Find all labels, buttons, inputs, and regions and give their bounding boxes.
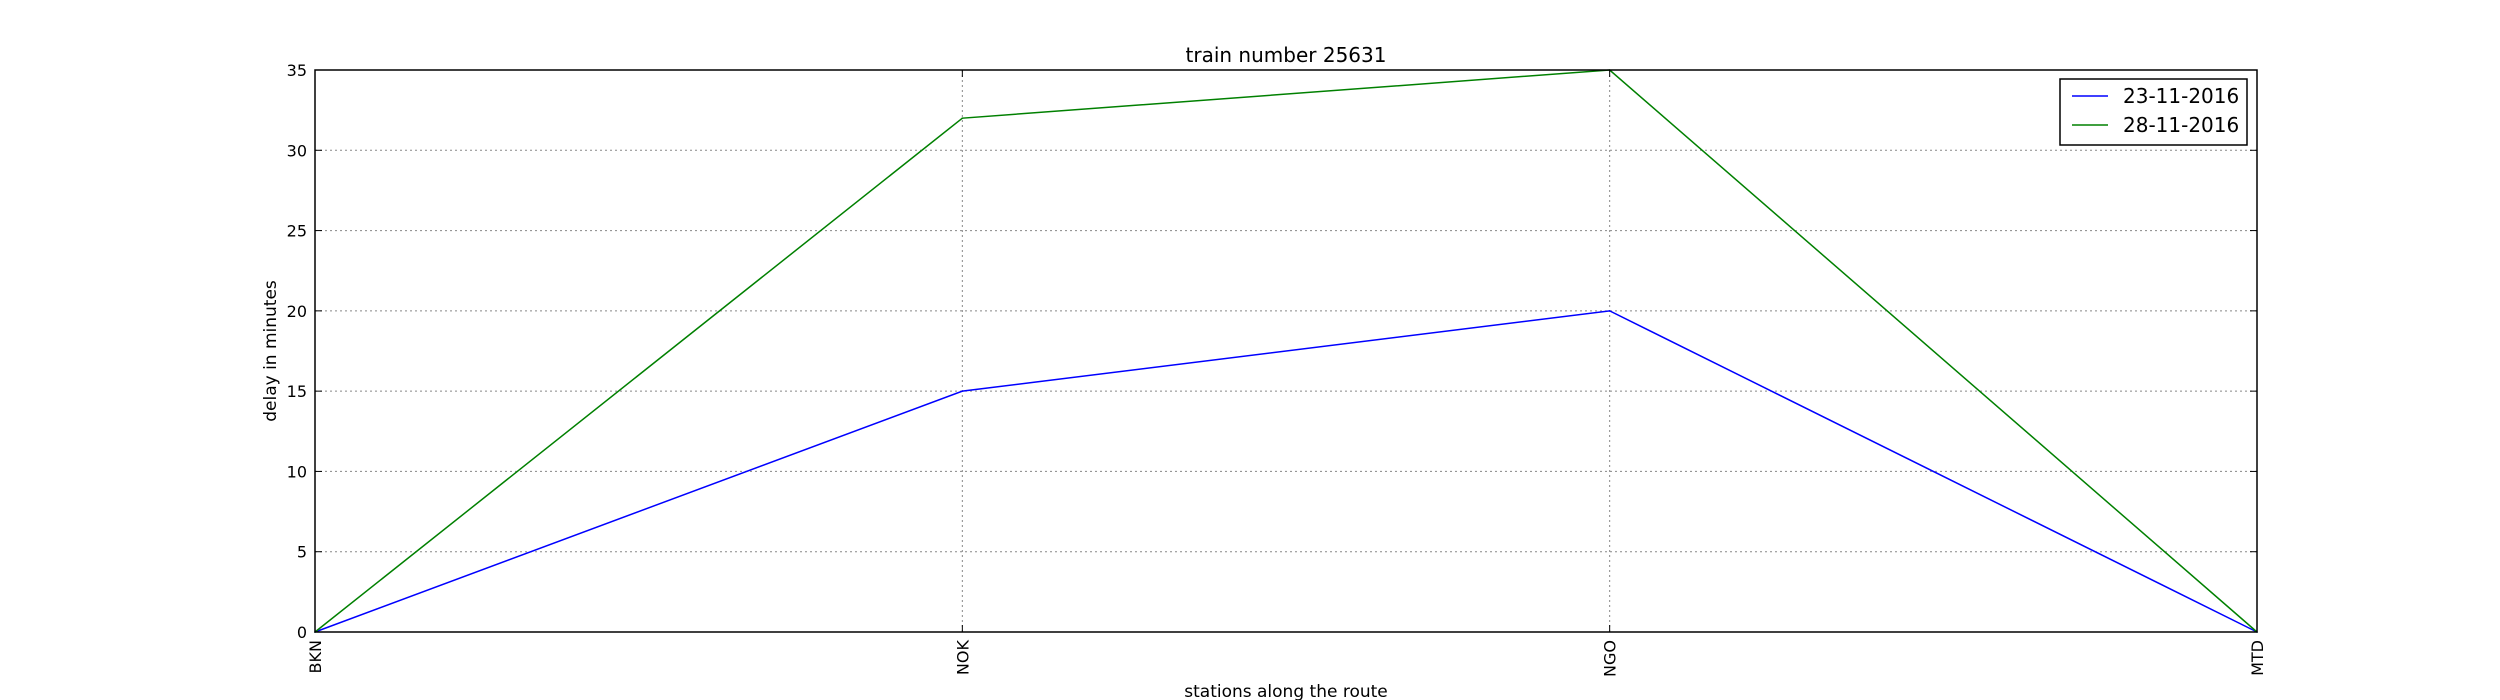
legend-label-1: 23-11-2016 [2123,84,2239,108]
x-tick-label: BKN [306,640,325,673]
y-axis: 0 5 10 15 20 25 30 35 [287,61,2257,642]
y-tick-label: 5 [297,543,307,562]
y-axis-label: delay in minutes [261,280,281,422]
series-layer [314,69,2258,633]
y-tick-label: 25 [287,222,307,241]
data-point [961,390,964,392]
legend-box [2059,78,2248,146]
legend-label-2: 28-11-2016 [2123,113,2239,137]
y-tick-label: 0 [297,623,307,642]
x-tick-label: NGO [1601,640,1620,677]
y-tick-label: 10 [287,462,307,481]
y-tick-label: 15 [287,382,307,401]
x-tick-label: MTD [2248,640,2267,676]
data-point [1608,310,1611,312]
chart-title: train number 25631 [1186,43,1387,67]
x-tick-label: NOK [953,640,972,676]
grid [315,70,2257,632]
x-axis: BKN NOK NGO MTD [306,70,2267,677]
series-line-2 [314,69,2258,633]
y-tick-label: 35 [287,61,307,80]
legend: 23-11-2016 28-11-2016 [2059,78,2248,146]
x-axis-label: stations along the route [1184,682,1388,700]
plot-area [314,69,2258,633]
y-tick-label: 20 [287,302,307,321]
series-line-1 [314,310,2258,633]
data-point [961,117,964,119]
y-tick-label: 30 [287,141,307,160]
